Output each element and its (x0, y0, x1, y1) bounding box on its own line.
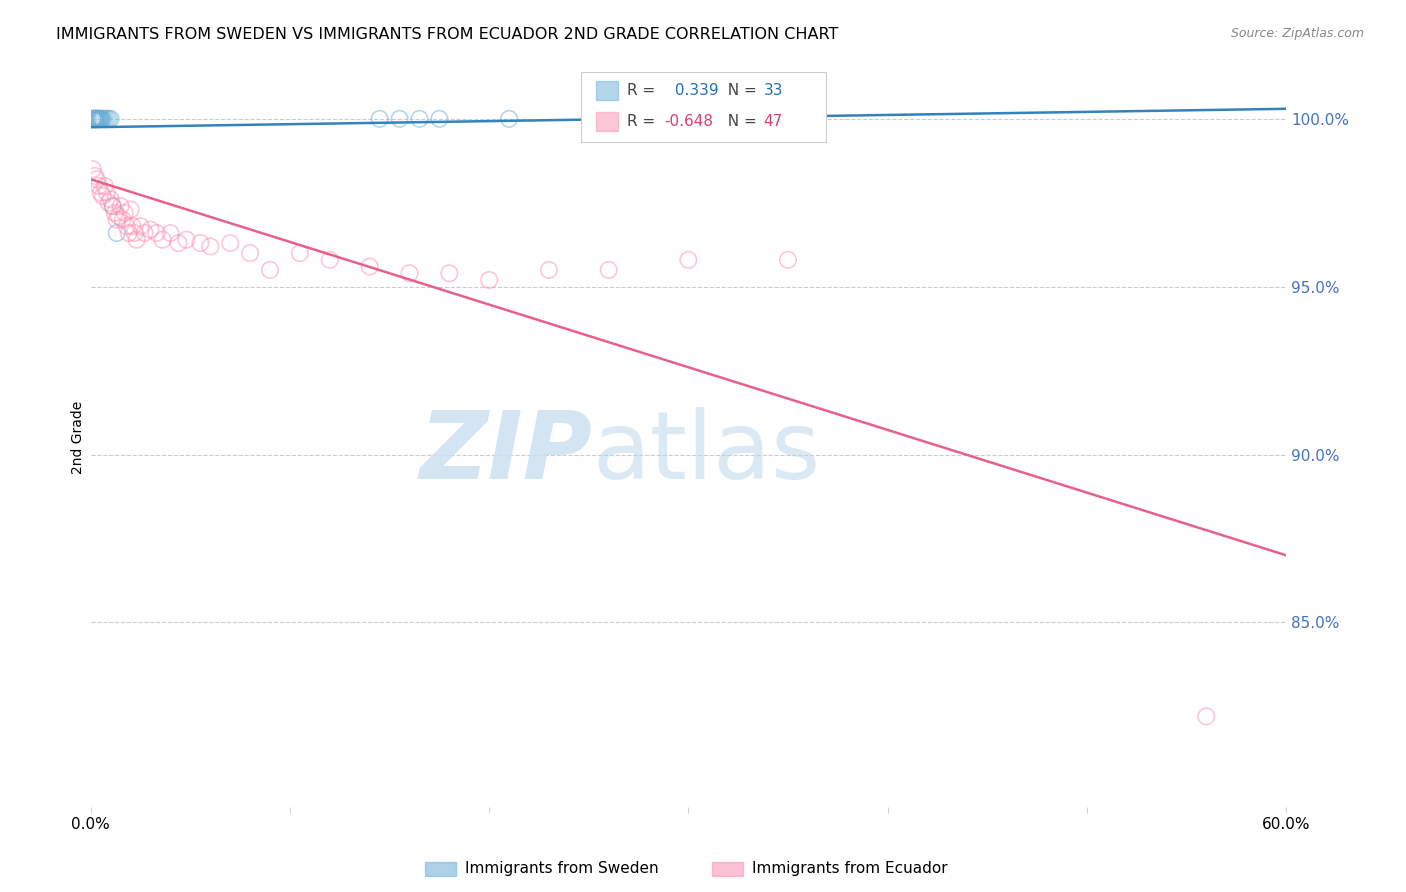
Text: -0.648: -0.648 (665, 114, 713, 129)
Point (87, 112, 110, 126)
Text: 33: 33 (763, 83, 783, 97)
Point (82, 112, 104, 126)
Point (96, 186, 118, 200)
Point (100, 112, 122, 126)
Point (111, 212, 134, 227)
Point (104, 206, 127, 220)
Point (93, 179, 115, 194)
Point (398, 266, 420, 280)
Point (82, 112, 104, 126)
Point (478, 273, 501, 287)
Point (90, 112, 112, 126)
Point (86, 112, 108, 126)
Point (82, 162, 104, 177)
Point (96, 112, 118, 126)
Point (776, 252, 799, 267)
Text: R =: R = (627, 83, 661, 97)
Point (537, 263, 560, 277)
Point (288, 246, 311, 260)
Point (105, 212, 128, 227)
Point (200, 239, 222, 253)
Point (90, 186, 112, 200)
Point (259, 263, 281, 277)
Point (87, 112, 110, 126)
Text: Immigrants from Sweden: Immigrants from Sweden (465, 862, 658, 876)
Point (97, 195, 120, 210)
Point (121, 219, 143, 234)
Point (105, 226, 128, 240)
FancyBboxPatch shape (596, 112, 617, 131)
Point (408, 112, 430, 126)
Point (87, 179, 110, 194)
Point (129, 219, 152, 234)
Point (115, 219, 138, 234)
Point (139, 222, 162, 236)
FancyBboxPatch shape (596, 80, 617, 100)
Point (83, 112, 105, 126)
Point (91, 112, 114, 126)
Point (83, 169, 105, 183)
Point (101, 199, 124, 213)
Point (429, 112, 451, 126)
Point (87, 112, 110, 126)
Point (120, 202, 142, 217)
Text: IMMIGRANTS FROM SWEDEN VS IMMIGRANTS FROM ECUADOR 2ND GRADE CORRELATION CHART: IMMIGRANTS FROM SWEDEN VS IMMIGRANTS FRO… (56, 27, 838, 42)
Point (101, 199, 124, 213)
Point (83, 112, 105, 126)
Point (359, 260, 381, 274)
Point (176, 233, 198, 247)
Point (188, 235, 211, 250)
Text: N =: N = (718, 83, 762, 97)
Point (82, 112, 104, 126)
Point (86, 172, 108, 186)
Point (368, 112, 391, 126)
Point (90, 112, 112, 126)
Text: N =: N = (718, 114, 762, 129)
Text: ZIP: ZIP (420, 407, 593, 499)
Point (439, 266, 461, 280)
Point (90, 112, 112, 126)
Point (93, 112, 115, 126)
Point (167, 235, 190, 250)
Point (678, 252, 700, 267)
Point (83, 112, 105, 126)
Point (239, 246, 262, 260)
Point (388, 112, 411, 126)
Point (125, 233, 148, 247)
Point (86, 112, 108, 126)
Point (134, 226, 156, 240)
Text: 47: 47 (763, 114, 783, 129)
Point (83, 112, 105, 126)
Point (319, 252, 342, 267)
Point (498, 112, 520, 126)
Point (90, 112, 112, 126)
Point (86, 112, 108, 126)
Point (100, 193, 122, 207)
Point (124, 226, 146, 240)
Point (83, 112, 105, 126)
Point (114, 206, 136, 220)
Point (159, 226, 181, 240)
FancyBboxPatch shape (581, 72, 825, 143)
Point (91, 189, 114, 203)
Point (91, 112, 114, 126)
Point (107, 209, 129, 223)
Point (87, 112, 110, 126)
Y-axis label: 2nd Grade: 2nd Grade (72, 401, 86, 475)
Point (598, 263, 620, 277)
Text: atlas: atlas (593, 407, 821, 499)
Point (97, 112, 120, 126)
Point (117, 226, 139, 240)
Point (219, 235, 242, 250)
Point (110, 199, 132, 213)
Text: R =: R = (627, 114, 661, 129)
Text: Immigrants from Ecuador: Immigrants from Ecuador (752, 862, 948, 876)
Point (145, 226, 167, 240)
Text: Source: ZipAtlas.com: Source: ZipAtlas.com (1230, 27, 1364, 40)
Point (86, 112, 108, 126)
Text: 0.339: 0.339 (671, 83, 718, 97)
Point (1195, 709, 1218, 723)
Point (152, 233, 174, 247)
